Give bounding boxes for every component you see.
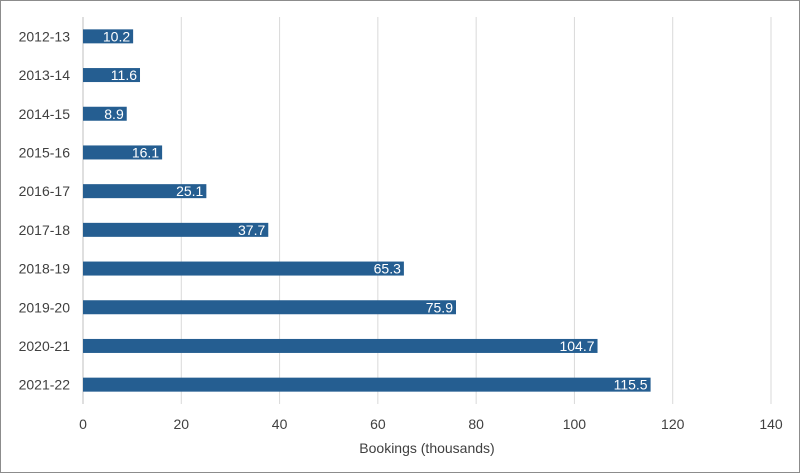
data-label: 16.1 — [132, 144, 159, 160]
x-axis-title: Bookings (thousands) — [359, 440, 494, 456]
x-tick-label: 80 — [468, 416, 484, 432]
x-tick-label: 0 — [79, 416, 87, 432]
category-labels: 2012-13 2013-14 2014-15 2015-16 2016-17 2017-… — [19, 28, 71, 392]
bar — [83, 338, 598, 353]
category-label: 2021-22 — [19, 377, 71, 393]
bar — [83, 222, 269, 237]
category-label: 2016-17 — [19, 183, 71, 199]
bar — [83, 29, 134, 44]
bar — [83, 300, 456, 315]
x-tick-label: 120 — [661, 416, 685, 432]
data-label: 25.1 — [176, 183, 203, 199]
data-label: 8.9 — [104, 106, 124, 122]
category-label: 2015-16 — [19, 144, 71, 160]
x-tick-labels: 0 20 40 60 80 100 120 140 — [79, 416, 783, 432]
gridlines — [82, 17, 772, 404]
category-label: 2014-15 — [19, 106, 71, 122]
x-tick-label: 60 — [370, 416, 386, 432]
category-label: 2013-14 — [19, 67, 71, 83]
bar — [83, 261, 404, 276]
data-label: 65.3 — [374, 261, 401, 277]
bars — [83, 29, 651, 392]
data-labels: 10.2 11.6 8.9 16.1 25.1 37.7 65.3 75.9 104.7 115.… — [103, 28, 648, 392]
bar — [83, 377, 651, 392]
data-label: 104.7 — [559, 338, 594, 354]
bar — [83, 106, 127, 121]
bar — [83, 145, 163, 160]
x-tick-label: 20 — [173, 416, 189, 432]
x-tick-label: 100 — [563, 416, 587, 432]
category-label: 2019-20 — [19, 299, 71, 315]
bar — [83, 68, 141, 83]
category-label: 2017-18 — [19, 222, 71, 238]
data-label: 115.5 — [614, 377, 648, 393]
category-label: 2012-13 — [19, 28, 71, 44]
x-tick-label: 40 — [272, 416, 288, 432]
data-label: 75.9 — [426, 299, 453, 315]
data-label: 10.2 — [103, 28, 130, 44]
category-label: 2020-21 — [19, 338, 71, 354]
category-label: 2018-19 — [19, 261, 71, 277]
data-label: 37.7 — [238, 222, 265, 238]
x-tick-label: 140 — [759, 416, 783, 432]
data-label: 11.6 — [111, 67, 137, 83]
bar — [83, 184, 207, 199]
